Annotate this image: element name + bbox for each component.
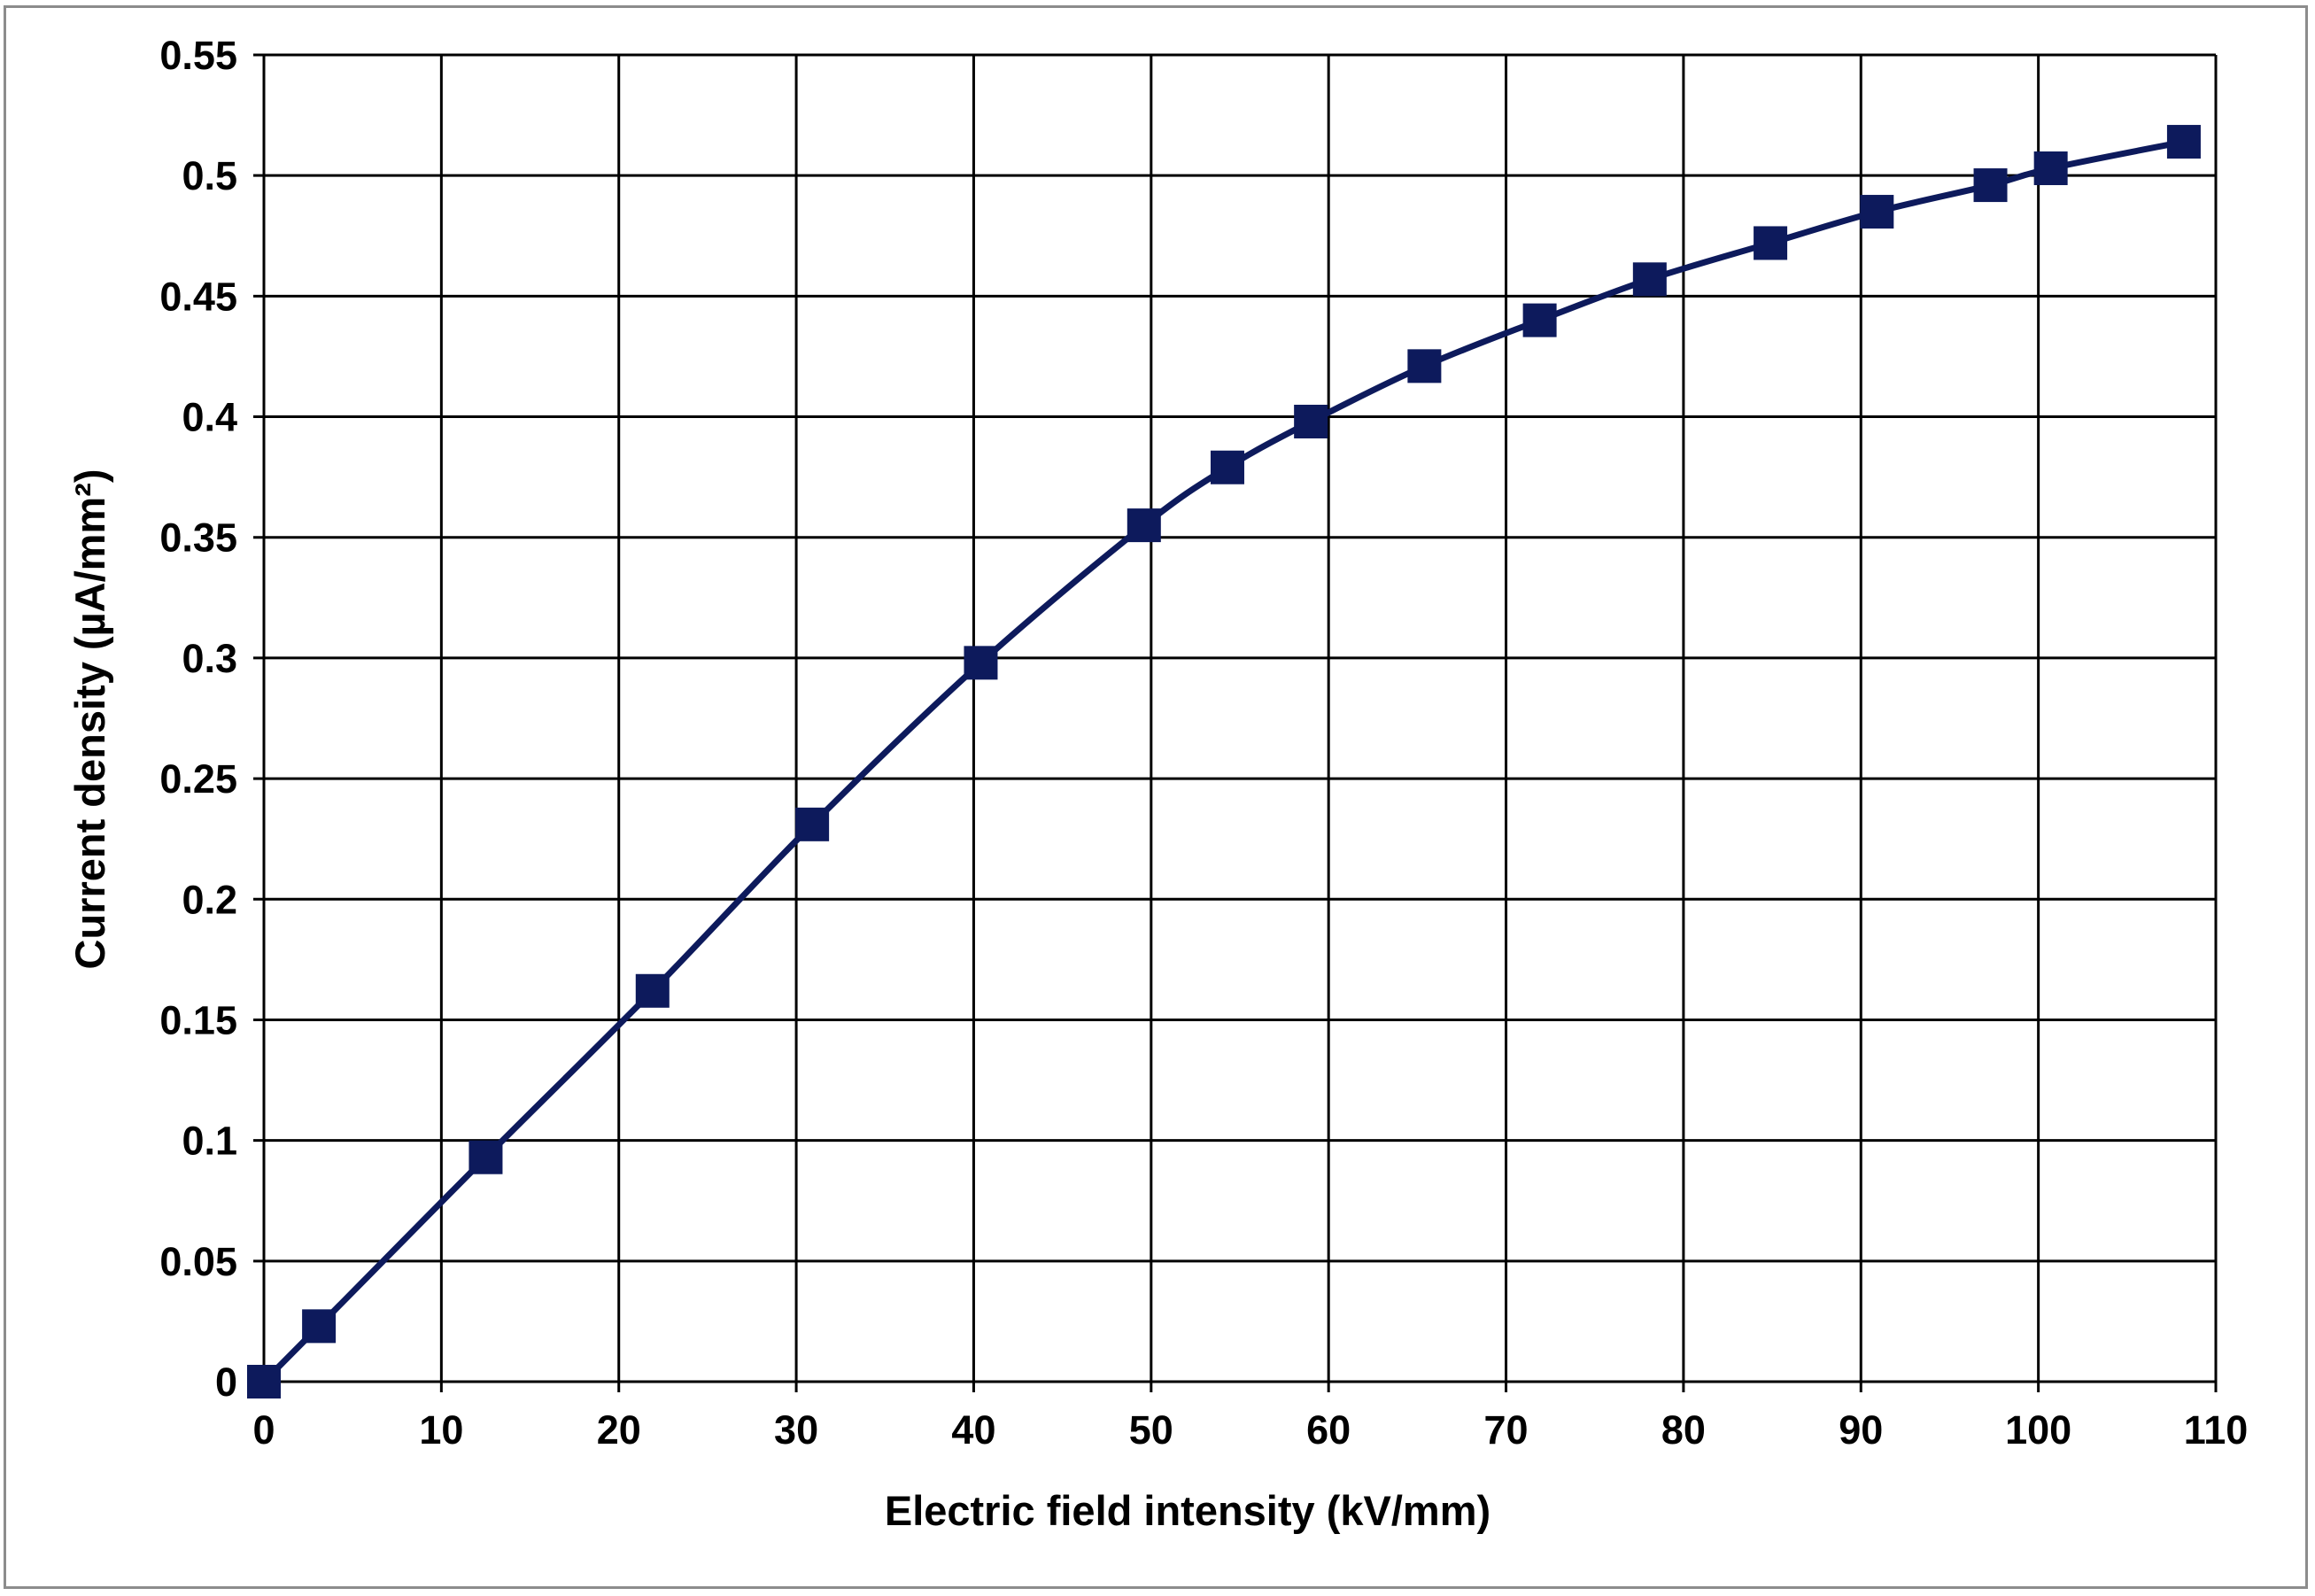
x-tick-label: 20: [597, 1407, 641, 1453]
y-tick-label: 0.3: [182, 636, 237, 681]
y-tick-label: 0.35: [159, 515, 237, 561]
y-axis-ticks: 0 0.05 0.1 0.15 0.2 0.25 0.3 0.35 0.4 0.45 0.5 0.55: [159, 33, 237, 1405]
data-point-marker: [1754, 226, 1788, 260]
data-point-marker: [1294, 404, 1328, 438]
chart-frame: [4, 5, 2308, 1589]
y-tick-label: 0.25: [159, 756, 237, 802]
x-tick-label: 40: [951, 1407, 995, 1453]
data-point-marker: [302, 1309, 337, 1344]
grid: [253, 53, 2218, 1392]
data-point-marker: [2166, 125, 2201, 159]
data-point-marker: [1632, 262, 1667, 297]
data-point-marker: [1860, 195, 1894, 229]
x-tick-label: 10: [419, 1407, 463, 1453]
data-point-marker: [795, 807, 830, 841]
data-point-marker: [2033, 151, 2068, 186]
data-point-marker: [1973, 168, 2008, 203]
data-point-marker: [964, 646, 998, 680]
y-tick-label: 0.45: [159, 274, 237, 319]
x-tick-label: 0: [252, 1407, 275, 1453]
data-point-marker: [247, 1365, 281, 1398]
series-line: [261, 138, 2185, 1384]
data-point-marker: [1210, 450, 1244, 484]
x-axis-title: Electric field intensity (kV/mm): [885, 1487, 1490, 1534]
x-tick-label: 50: [1129, 1407, 1173, 1453]
y-tick-label: 0.1: [182, 1119, 237, 1164]
x-tick-label: 30: [774, 1407, 818, 1453]
y-tick-label: 0.4: [182, 395, 237, 440]
y-tick-label: 0.05: [159, 1239, 237, 1284]
data-point-marker: [1127, 508, 1161, 543]
x-tick-label: 110: [2184, 1407, 2249, 1453]
data-point-marker: [468, 1140, 503, 1174]
y-tick-label: 0.15: [159, 997, 237, 1042]
x-tick-label: 60: [1306, 1407, 1351, 1453]
y-tick-label: 0.55: [159, 33, 237, 78]
series: [247, 125, 2201, 1398]
x-tick-label: 100: [2005, 1407, 2071, 1453]
x-axis-ticks: 0 10 20 30 40 50 60 70 80 90 100 110: [252, 1407, 2248, 1453]
data-point-marker: [1407, 349, 1442, 384]
x-tick-label: 70: [1484, 1407, 1529, 1453]
y-tick-label: 0.2: [182, 877, 237, 922]
y-tick-label: 0: [215, 1360, 237, 1405]
x-tick-label: 80: [1661, 1407, 1706, 1453]
x-tick-label: 90: [1839, 1407, 1883, 1453]
y-tick-label: 0.5: [182, 153, 237, 198]
data-point-marker: [635, 973, 670, 1008]
y-axis-title: Current density (µA/mm²): [66, 469, 113, 969]
data-point-marker: [1522, 303, 1557, 337]
